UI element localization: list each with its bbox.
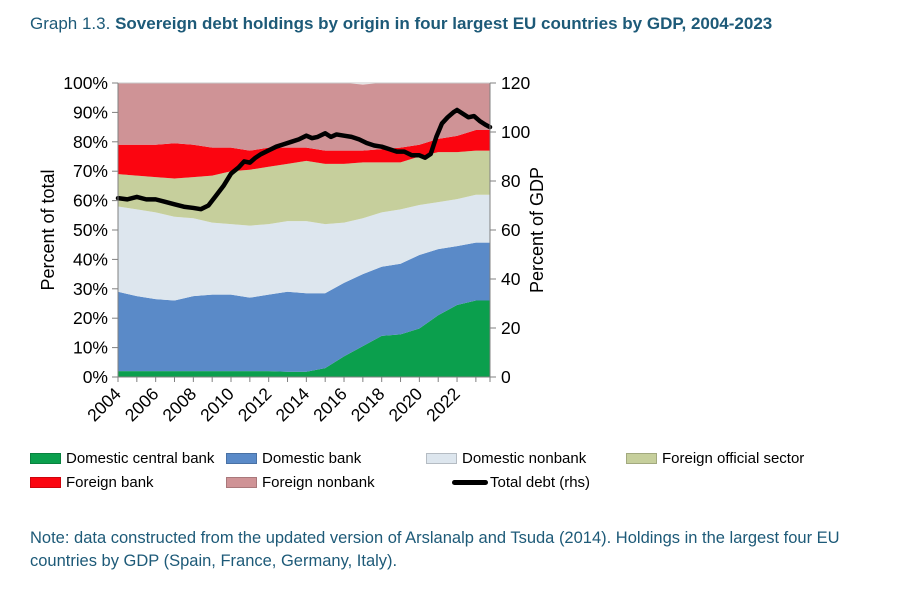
- figure-heading: Sovereign debt holdings by origin in fou…: [115, 14, 773, 33]
- left-tick-label: 70%: [73, 161, 108, 181]
- chart-legend: Domestic central bank Domestic bank Domest…: [30, 450, 880, 491]
- right-axis-title: Percent of GDP: [527, 167, 547, 293]
- right-tick-label: 120: [501, 73, 530, 93]
- domestic-bank-area: [118, 242, 490, 372]
- foreign-official-sector-area: [118, 150, 490, 226]
- legend-item-total-debt-rhs: Total debt (rhs): [426, 474, 626, 491]
- legend-item-domestic-central-bank: Domestic central bank: [30, 450, 226, 467]
- legend-item-domestic-bank: Domestic bank: [226, 450, 426, 467]
- right-tick-label: 60: [501, 220, 521, 240]
- legend-label: Foreign bank: [66, 474, 154, 491]
- legend-label: Foreign nonbank: [262, 474, 375, 491]
- legend-item-foreign-nonbank: Foreign nonbank: [226, 474, 426, 491]
- legend-color-swatch: [626, 453, 657, 464]
- x-tick-label: 2010: [196, 384, 238, 426]
- left-tick-label: 0%: [83, 367, 108, 387]
- x-tick-label: 2014: [272, 384, 314, 426]
- left-tick-label: 30%: [73, 279, 108, 299]
- x-tick-label: 2004: [83, 384, 125, 426]
- legend-color-swatch: [226, 453, 257, 464]
- x-tick-label: 2020: [385, 384, 427, 426]
- right-axis: 0 20 40 60 80 100 120 Percent of GDP: [489, 73, 547, 387]
- left-tick-label: 50%: [73, 220, 108, 240]
- foreign-bank-area: [118, 130, 490, 179]
- figure-label: Graph 1.3.: [30, 14, 111, 33]
- legend-line-swatch: [452, 480, 488, 485]
- x-tick-label: 2016: [309, 384, 351, 426]
- legend-label: Total debt (rhs): [490, 474, 591, 491]
- figure-note: Note: data constructed from the updated …: [30, 527, 890, 574]
- legend-color-swatch: [226, 477, 257, 488]
- legend-label: Domestic central bank: [66, 450, 215, 467]
- note-line-2: countries by GDP (Spain, France, Germany…: [30, 552, 398, 571]
- left-tick-label: 80%: [73, 132, 108, 152]
- left-tick-label: 10%: [73, 338, 108, 358]
- right-tick-label: 0: [501, 367, 511, 387]
- left-axis-title: Percent of total: [38, 169, 58, 290]
- right-tick-label: 80: [501, 171, 521, 191]
- total-debt-line: [115, 107, 493, 212]
- stacked-area-chart: 0% 10% 20% 30% 40% 50% 60% 70% 80% 90% 100% Percent…: [38, 73, 547, 426]
- legend-label: Domestic bank: [262, 450, 362, 467]
- left-tick-label: 20%: [73, 308, 108, 328]
- x-tick-label: 2008: [158, 384, 200, 426]
- x-tick-label: 2012: [234, 384, 276, 426]
- left-axis: 0% 10% 20% 30% 40% 50% 60% 70% 80% 90% 100% Percent…: [38, 73, 119, 387]
- x-tick-label: 2006: [121, 384, 163, 426]
- left-tick-label: 40%: [73, 249, 108, 269]
- legend-color-swatch: [30, 453, 61, 464]
- legend-item-foreign-official-sector: Foreign official sector: [626, 450, 880, 467]
- right-tick-label: 40: [501, 269, 521, 289]
- legend-label: Foreign official sector: [662, 450, 805, 467]
- figure-title: Graph 1.3. Sovereign debt holdings by or…: [30, 14, 772, 34]
- legend-label: Domestic nonbank: [462, 450, 587, 467]
- right-tick-label: 100: [501, 122, 530, 142]
- left-tick-label: 60%: [73, 191, 108, 211]
- x-tick-label: 2022: [422, 384, 464, 426]
- domestic-nonbank-area: [118, 194, 490, 301]
- foreign-nonbank-area: [118, 83, 490, 151]
- legend-color-swatch: [30, 477, 61, 488]
- legend-item-foreign-bank: Foreign bank: [30, 474, 226, 491]
- legend-item-domestic-nonbank: Domestic nonbank: [426, 450, 626, 467]
- legend-color-swatch: [426, 453, 457, 464]
- left-tick-label: 100%: [63, 73, 108, 93]
- left-tick-label: 90%: [73, 102, 108, 122]
- note-line-1: Note: data constructed from the updated …: [30, 529, 840, 547]
- x-tick-label: 2018: [347, 384, 389, 426]
- right-tick-label: 20: [501, 318, 521, 338]
- plot-areas: [118, 83, 490, 377]
- domestic-central-bank-area: [118, 300, 490, 377]
